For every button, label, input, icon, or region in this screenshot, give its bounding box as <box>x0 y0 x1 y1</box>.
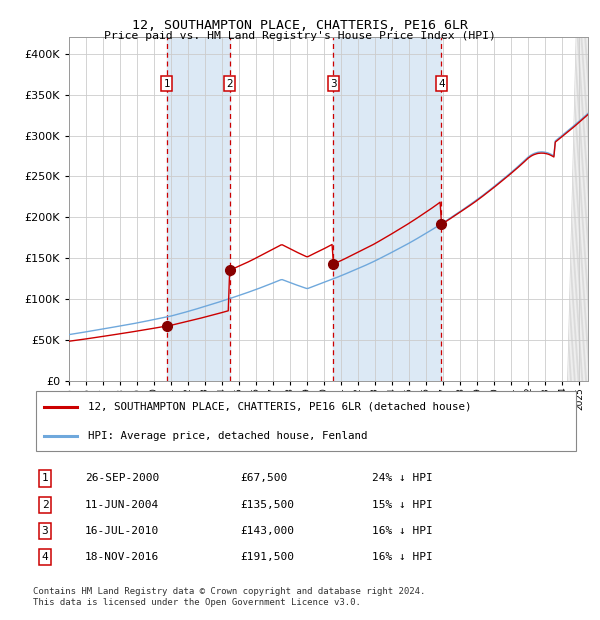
Text: Contains HM Land Registry data © Crown copyright and database right 2024.
This d: Contains HM Land Registry data © Crown c… <box>33 587 425 606</box>
Text: £143,000: £143,000 <box>241 526 295 536</box>
Text: 11-JUN-2004: 11-JUN-2004 <box>85 500 159 510</box>
Text: 3: 3 <box>41 526 49 536</box>
Text: 16% ↓ HPI: 16% ↓ HPI <box>371 526 432 536</box>
Text: 4: 4 <box>438 79 445 89</box>
Text: 16% ↓ HPI: 16% ↓ HPI <box>371 552 432 562</box>
Text: 16-JUL-2010: 16-JUL-2010 <box>85 526 159 536</box>
Text: 2: 2 <box>226 79 233 89</box>
Text: 2: 2 <box>41 500 49 510</box>
Text: HPI: Average price, detached house, Fenland: HPI: Average price, detached house, Fenl… <box>88 432 367 441</box>
Text: £135,500: £135,500 <box>241 500 295 510</box>
Text: Price paid vs. HM Land Registry's House Price Index (HPI): Price paid vs. HM Land Registry's House … <box>104 31 496 41</box>
Text: 4: 4 <box>41 552 49 562</box>
Text: 18-NOV-2016: 18-NOV-2016 <box>85 552 159 562</box>
Text: 15% ↓ HPI: 15% ↓ HPI <box>371 500 432 510</box>
Text: 24% ↓ HPI: 24% ↓ HPI <box>371 474 432 484</box>
Text: 26-SEP-2000: 26-SEP-2000 <box>85 474 159 484</box>
Text: £191,500: £191,500 <box>241 552 295 562</box>
FancyBboxPatch shape <box>36 391 576 451</box>
Text: 12, SOUTHAMPTON PLACE, CHATTERIS, PE16 6LR: 12, SOUTHAMPTON PLACE, CHATTERIS, PE16 6… <box>132 19 468 32</box>
Text: £67,500: £67,500 <box>241 474 288 484</box>
Bar <box>167 37 230 381</box>
Text: 1: 1 <box>41 474 49 484</box>
Bar <box>334 37 442 381</box>
Text: 1: 1 <box>163 79 170 89</box>
Text: 3: 3 <box>330 79 337 89</box>
Text: 12, SOUTHAMPTON PLACE, CHATTERIS, PE16 6LR (detached house): 12, SOUTHAMPTON PLACE, CHATTERIS, PE16 6… <box>88 402 471 412</box>
